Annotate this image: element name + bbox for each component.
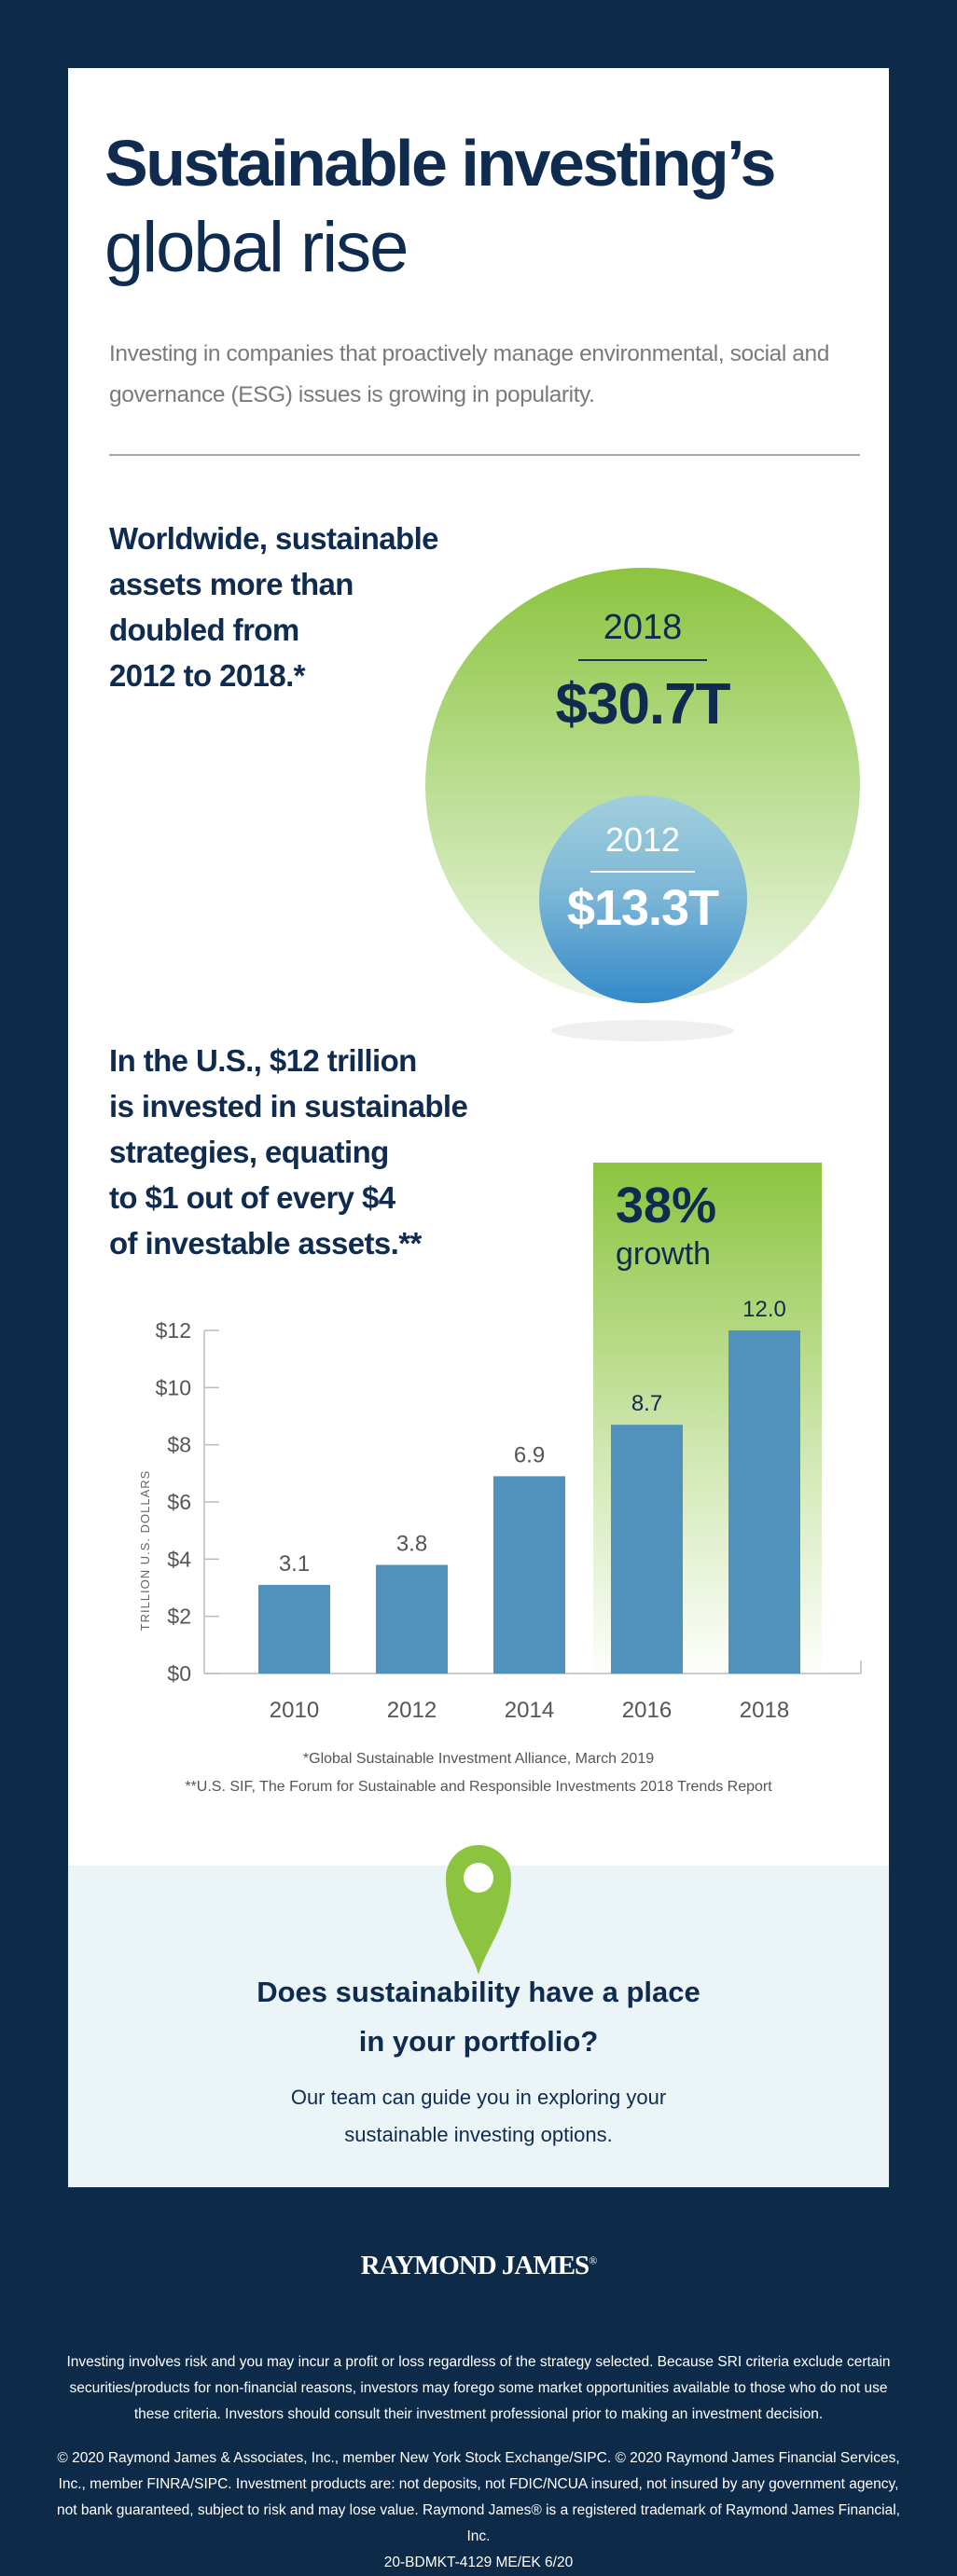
bubble-shadow	[551, 1020, 734, 1041]
logo-registered-mark: ®	[589, 2253, 597, 2267]
x-tick-label: 2012	[387, 1698, 437, 1723]
bubble-2012-rule	[590, 871, 695, 873]
logo-text: RAYMOND JAMES	[360, 2251, 590, 2280]
growth-label: growth	[616, 1236, 712, 1272]
x-tick-label: 2014	[505, 1698, 554, 1723]
infographic-card	[68, 68, 889, 2187]
y-tick-label: $10	[156, 1375, 191, 1399]
y-tick-label: $4	[167, 1547, 191, 1571]
y-tick-label: $12	[156, 1318, 191, 1343]
cta-body-line2: sustainable investing options.	[344, 2123, 613, 2146]
growth-percent: 38%	[616, 1178, 717, 1233]
divider	[109, 454, 860, 456]
footnote-1: *Global Sustainable Investment Alliance,…	[302, 1751, 655, 1767]
bar-value-label: 6.9	[514, 1442, 545, 1467]
cta-heading: Does sustainability have a place in your…	[68, 1967, 889, 2066]
page-title-line2: global rise	[104, 208, 409, 287]
bar-value-label: 3.1	[279, 1551, 310, 1577]
bar-value-label: 12.0	[742, 1297, 786, 1322]
bar-2016	[611, 1425, 683, 1674]
x-tick-label: 2010	[270, 1698, 319, 1723]
bar-chart: $0 $2 $4 $6 $8 $10 $12 TRILLION U.S. DOLLARS 3.1…	[138, 1297, 862, 1723]
cta-heading-line1: Does sustainability have a place	[257, 1976, 700, 2008]
x-tick-label: 2018	[740, 1698, 789, 1723]
footnote-2: **U.S. SIF, The Forum for Sustainable an…	[185, 1779, 772, 1795]
legal-copyright: © 2020 Raymond James & Associates, Inc.,…	[57, 2450, 900, 2544]
y-axis-label: TRILLION U.S. DOLLARS	[138, 1470, 152, 1632]
bar-value-label: 8.7	[631, 1391, 662, 1416]
bubble-2018-year: 2018	[603, 608, 683, 647]
cta-body: Our team can guide you in exploring your…	[68, 2079, 889, 2154]
bubble-2012-value: $13.3T	[566, 880, 719, 936]
subtitle: Investing in companies that proactively …	[109, 341, 829, 407]
bubble-2018-rule	[578, 659, 707, 661]
y-tick-label: $2	[167, 1605, 191, 1629]
y-tick-label: $0	[167, 1661, 191, 1686]
location-pin-icon	[446, 1845, 511, 1975]
bar-2018	[728, 1330, 800, 1674]
bar-2010	[258, 1584, 330, 1674]
raymond-james-logo: RAYMOND JAMES®	[0, 2251, 957, 2281]
document-code: 20-BDMKT-4129 ME/EK 6/20	[383, 2555, 574, 2570]
bar-value-label: 3.8	[396, 1531, 427, 1556]
cta-body-line1: Our team can guide you in exploring your	[290, 2086, 667, 2109]
global-heading: Worldwide, sustainable assets more than …	[109, 521, 439, 693]
bar-2014	[493, 1476, 565, 1674]
risk-disclaimer: Investing involves risk and you may incu…	[66, 2354, 891, 2422]
y-tick-label: $8	[167, 1433, 191, 1457]
page-title-line1: Sustainable investing’s	[104, 127, 776, 200]
bar-2012	[376, 1564, 448, 1674]
cta-heading-line2: in your portfolio?	[358, 2025, 599, 2058]
bubble-2012-year: 2012	[604, 820, 681, 859]
bubble-2012	[539, 795, 747, 1003]
bubble-2018-value: $30.7T	[555, 672, 730, 737]
x-tick-label: 2016	[622, 1698, 672, 1723]
us-heading: In the U.S., $12 trillion is invested in…	[109, 1043, 468, 1260]
y-tick-label: $6	[167, 1490, 191, 1514]
legal-text: © 2020 Raymond James & Associates, Inc.,…	[56, 2445, 901, 2576]
